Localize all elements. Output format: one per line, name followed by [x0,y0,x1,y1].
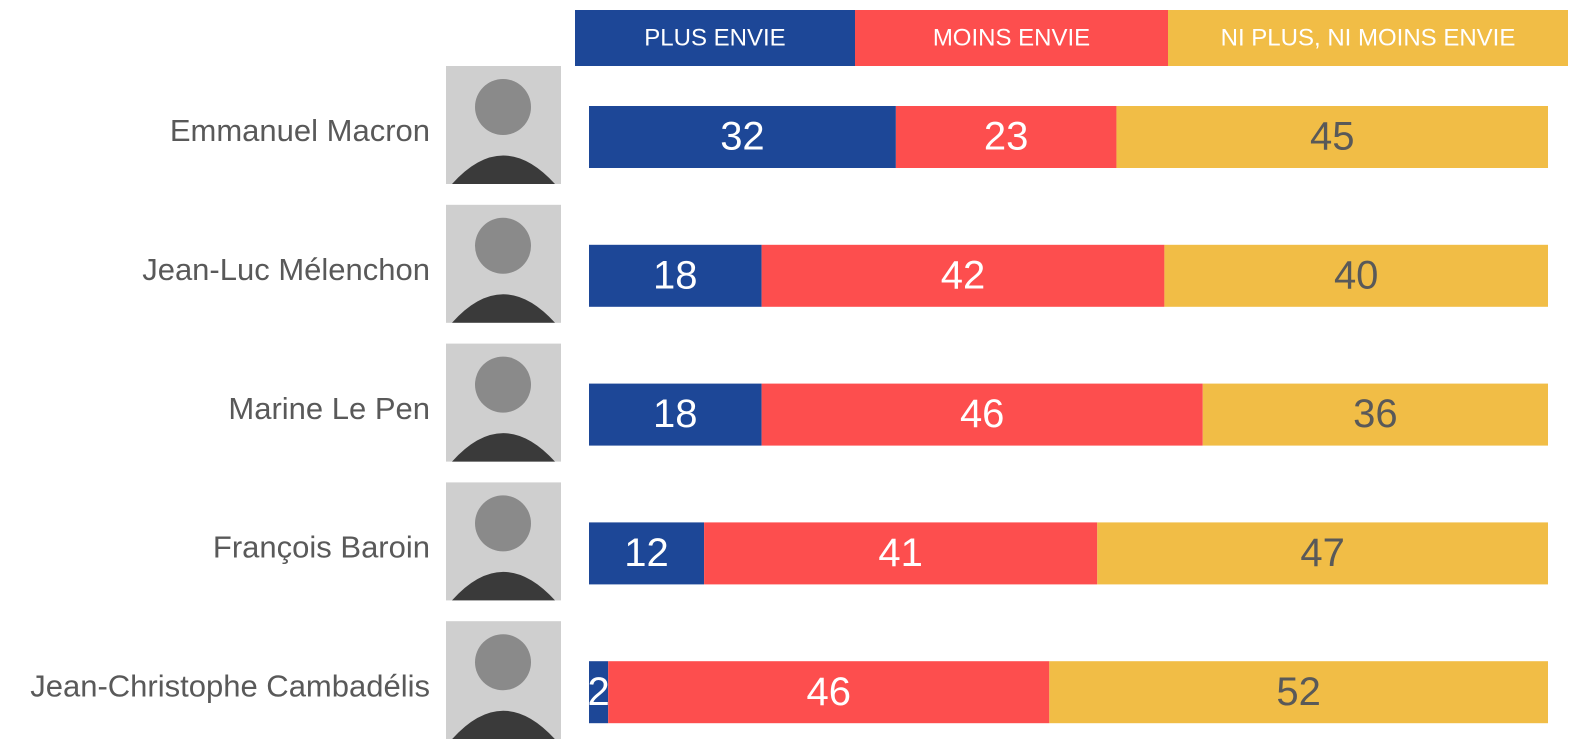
value-label: 18 [653,392,698,436]
legend-swatch [575,10,855,66]
value-label: 2 [587,670,609,714]
portrait-head [475,79,531,135]
value-label: 40 [1334,253,1379,297]
category-label: Emmanuel Macron [170,113,430,148]
bar-segment [589,106,896,168]
portrait-head [475,356,531,413]
bar-segment [589,244,762,307]
bar-segment [589,383,762,446]
portrait-body [452,294,555,323]
portrait-head [475,634,531,691]
bar-segment [761,244,1165,307]
value-label: 47 [1300,531,1345,575]
portrait-head [475,495,531,552]
legend-label: NI PLUS, NI MOINS ENVIE [1221,24,1516,51]
category-label: Jean-Christophe Cambadélis [30,668,430,703]
legend-swatch [1168,10,1568,66]
value-label: 23 [984,115,1029,159]
bar-segment [1202,383,1548,446]
value-label: 41 [878,531,923,575]
bar-segment [589,661,609,724]
portrait-body [452,710,555,739]
value-label: 42 [941,253,986,297]
category-label: François Baroin [213,530,430,565]
value-label: 45 [1310,115,1355,159]
category-label: Jean-Luc Mélenchon [142,252,430,287]
category-label: Marine Le Pen [228,391,430,426]
legend-label: MOINS ENVIE [933,24,1090,51]
bar-segment [608,661,1050,724]
value-label: 46 [960,392,1005,436]
portrait-head [475,217,531,274]
bar-segment [704,522,1098,585]
portrait-body [452,155,555,184]
value-label: 18 [653,253,698,297]
bar-segment [589,522,705,585]
value-label: 36 [1353,392,1398,436]
bar-segment [1049,661,1548,724]
portrait-body [452,571,555,601]
bar-segment [1097,522,1548,585]
value-label: 32 [720,115,765,159]
value-label: 46 [807,670,852,714]
portrait-body [452,433,555,462]
bar-segment [761,383,1203,446]
legend-swatch [855,10,1168,66]
value-label: 52 [1276,670,1321,714]
bar-segment [895,106,1117,168]
legend-label: PLUS ENVIE [644,24,785,51]
bar-segment [1116,106,1548,168]
value-label: 12 [624,531,669,575]
bar-segment [1164,244,1548,307]
